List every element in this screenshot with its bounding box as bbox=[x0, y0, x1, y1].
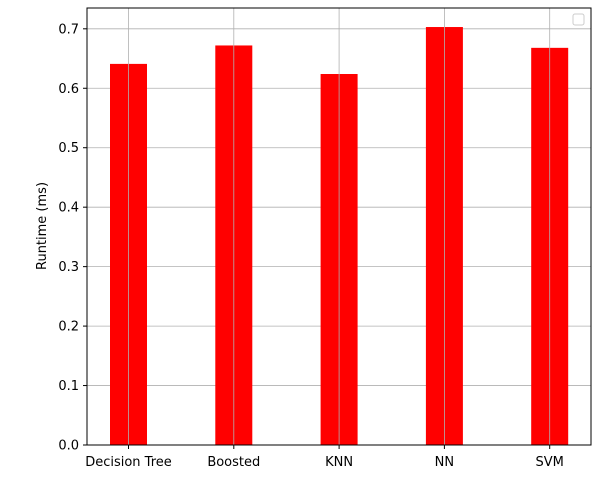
x-tick-label: NN bbox=[435, 455, 454, 470]
y-tick-label: 0.5 bbox=[58, 141, 79, 156]
y-tick-label: 0.2 bbox=[58, 320, 79, 335]
bars bbox=[110, 8, 569, 446]
x-tick-label: Decision Tree bbox=[85, 455, 172, 470]
y-tick-label: 0.3 bbox=[58, 260, 79, 275]
y-tick-label: 0.4 bbox=[58, 201, 79, 216]
y-ticks: 0.0 0.1 0.2 0.3 0.4 0.5 0.6 0.7 bbox=[58, 22, 87, 454]
y-tick-label: 0.0 bbox=[58, 439, 79, 454]
x-tick-label: Boosted bbox=[207, 455, 260, 470]
x-ticks: Decision Tree Boosted KNN NN SVM bbox=[85, 445, 564, 470]
y-tick-label: 0.1 bbox=[58, 379, 79, 394]
x-tick-label: KNN bbox=[325, 455, 353, 470]
x-tick-label: SVM bbox=[536, 455, 564, 470]
y-tick-label: 0.6 bbox=[58, 82, 79, 97]
y-axis-label: Runtime (ms) bbox=[35, 182, 50, 270]
y-tick-label: 0.7 bbox=[58, 22, 79, 37]
legend-box bbox=[572, 13, 585, 26]
